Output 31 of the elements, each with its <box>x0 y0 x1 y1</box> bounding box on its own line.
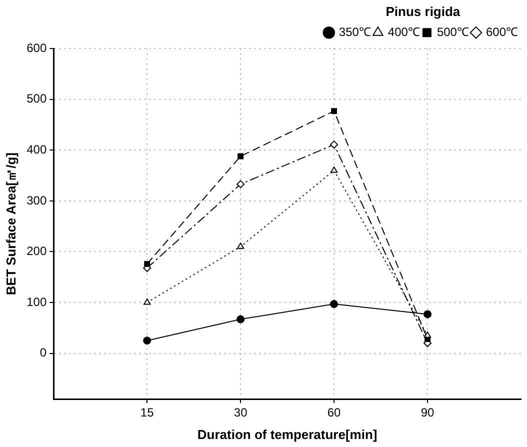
point <box>330 166 338 173</box>
y-tick-label: 100 <box>26 294 47 309</box>
y-tick-label: 0 <box>40 346 47 360</box>
y-tick-label: 300 <box>26 193 47 208</box>
point <box>331 108 338 114</box>
point <box>238 153 244 160</box>
y-tick-label: 200 <box>26 244 47 258</box>
x-tick-label: 90 <box>420 406 435 420</box>
x-axis-title: Duration of temperature[min] <box>197 426 378 442</box>
legend-title: Pinus rigida <box>386 4 461 20</box>
x-tick-label: 60 <box>327 406 342 420</box>
legend-label: 400℃ <box>388 24 420 39</box>
y-tick-label: 600 <box>26 40 47 55</box>
x-tick-label: 30 <box>234 406 248 420</box>
y-tick-label: 500 <box>26 92 47 106</box>
legend-label: 350℃ <box>338 24 371 39</box>
legend-label: 600℃ <box>486 24 518 39</box>
y-tick-label: 400 <box>26 142 47 156</box>
point <box>236 315 245 324</box>
point <box>424 332 432 338</box>
legend-label: 500℃ <box>436 24 469 39</box>
point <box>144 298 151 305</box>
point <box>424 310 432 318</box>
x-tick-label: 15 <box>140 406 154 420</box>
point <box>236 180 245 188</box>
point <box>330 140 338 149</box>
point <box>237 242 244 249</box>
point <box>144 260 150 267</box>
y-axis-title: BET Surface Area[㎡/g] <box>3 152 18 296</box>
point <box>143 336 152 345</box>
point <box>330 300 338 308</box>
